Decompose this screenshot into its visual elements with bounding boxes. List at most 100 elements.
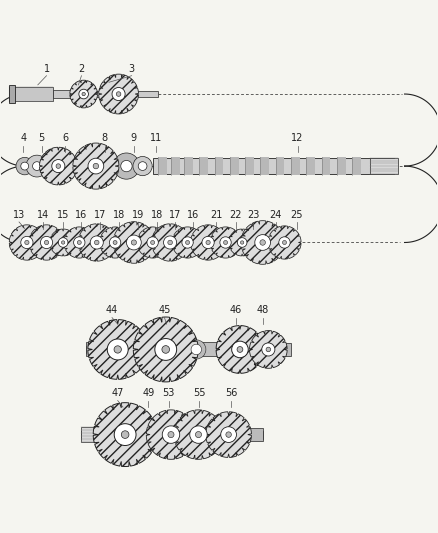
Polygon shape (210, 227, 241, 258)
Circle shape (121, 431, 129, 439)
Bar (158, 157, 166, 175)
Circle shape (168, 240, 173, 245)
Circle shape (223, 240, 227, 245)
Circle shape (255, 235, 271, 251)
Circle shape (191, 344, 201, 354)
Bar (321, 157, 330, 175)
Text: 12: 12 (291, 133, 304, 143)
Bar (199, 157, 208, 175)
Text: 49: 49 (142, 389, 154, 398)
Polygon shape (99, 74, 138, 114)
Circle shape (95, 240, 99, 245)
Circle shape (133, 157, 152, 176)
Polygon shape (133, 317, 198, 382)
Text: 2: 2 (78, 63, 85, 74)
Text: 23: 23 (247, 210, 259, 220)
Polygon shape (241, 221, 284, 264)
Circle shape (131, 240, 137, 245)
Polygon shape (64, 227, 95, 258)
Circle shape (25, 240, 29, 245)
Circle shape (279, 237, 290, 248)
Circle shape (237, 238, 247, 247)
Text: 11: 11 (149, 133, 162, 143)
Text: 56: 56 (225, 389, 237, 398)
Polygon shape (172, 227, 203, 258)
Circle shape (74, 237, 85, 248)
Text: 1: 1 (43, 63, 49, 74)
Circle shape (116, 92, 121, 96)
Polygon shape (137, 227, 168, 258)
Circle shape (226, 432, 231, 438)
Circle shape (107, 339, 128, 360)
Bar (230, 157, 239, 175)
Polygon shape (29, 225, 64, 260)
Text: 45: 45 (158, 305, 171, 316)
Text: 46: 46 (230, 305, 242, 316)
Circle shape (216, 340, 236, 359)
Text: 24: 24 (269, 210, 282, 220)
Bar (245, 157, 254, 175)
Polygon shape (9, 225, 45, 260)
Polygon shape (174, 410, 223, 459)
Circle shape (202, 236, 214, 248)
Text: 17: 17 (169, 210, 181, 220)
Polygon shape (73, 143, 119, 189)
Circle shape (127, 235, 141, 250)
Circle shape (21, 162, 28, 170)
Circle shape (221, 427, 237, 442)
Circle shape (114, 346, 121, 353)
Circle shape (163, 236, 177, 249)
Circle shape (190, 426, 207, 443)
Bar (337, 157, 346, 175)
Polygon shape (206, 412, 251, 457)
Polygon shape (99, 227, 131, 258)
Circle shape (113, 153, 140, 179)
Polygon shape (152, 224, 189, 261)
Polygon shape (88, 320, 148, 379)
Bar (284, 343, 291, 356)
Text: 48: 48 (257, 305, 269, 316)
Bar (306, 157, 315, 175)
Text: 53: 53 (162, 389, 175, 398)
Circle shape (112, 87, 125, 101)
Polygon shape (229, 229, 256, 256)
Bar (261, 157, 269, 175)
Polygon shape (39, 147, 77, 185)
Text: 9: 9 (131, 133, 137, 143)
Circle shape (162, 426, 180, 443)
Circle shape (121, 160, 132, 172)
Circle shape (93, 163, 99, 169)
Bar (9, 85, 14, 103)
Circle shape (182, 237, 193, 248)
Circle shape (187, 340, 206, 359)
Text: 44: 44 (106, 305, 118, 316)
Circle shape (26, 155, 48, 177)
Bar (86, 343, 92, 357)
Polygon shape (70, 80, 98, 108)
Bar (194, 343, 228, 357)
Circle shape (168, 432, 174, 438)
Polygon shape (93, 402, 157, 466)
Polygon shape (250, 330, 287, 368)
Polygon shape (78, 224, 116, 261)
Circle shape (266, 347, 271, 352)
Bar (95, 91, 112, 97)
Bar (291, 157, 300, 175)
Bar (248, 429, 263, 441)
Circle shape (240, 241, 244, 244)
Circle shape (82, 92, 85, 96)
Bar (352, 157, 361, 175)
Text: 6: 6 (62, 133, 68, 143)
Circle shape (260, 240, 265, 245)
Text: 3: 3 (129, 63, 135, 74)
Circle shape (221, 344, 231, 354)
Text: 15: 15 (57, 210, 69, 220)
Text: 19: 19 (132, 210, 145, 220)
Circle shape (186, 240, 190, 245)
Bar (53, 90, 77, 98)
Circle shape (232, 341, 248, 358)
Circle shape (16, 157, 33, 175)
Circle shape (138, 161, 147, 171)
Circle shape (58, 238, 68, 247)
Text: 4: 4 (20, 133, 26, 143)
